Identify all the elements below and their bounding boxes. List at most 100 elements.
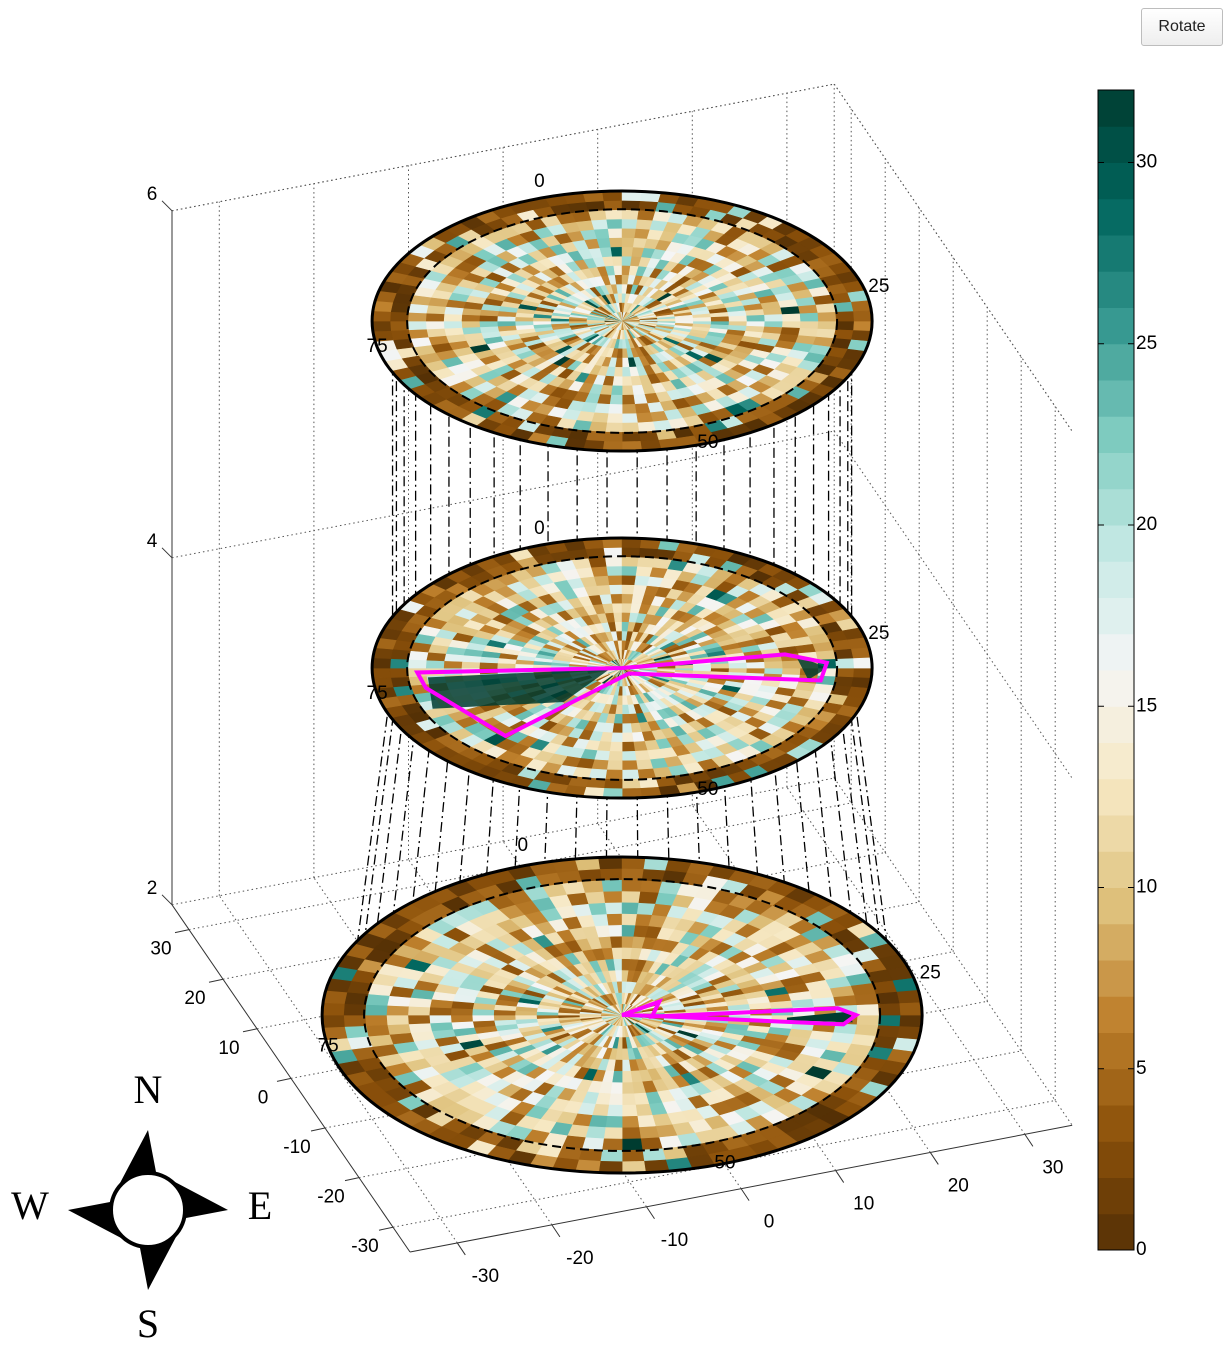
disk-cell bbox=[390, 659, 409, 668]
disk-cell bbox=[813, 997, 836, 1007]
colorbar-block bbox=[1098, 1105, 1134, 1142]
colorbar-tick-label: 20 bbox=[1136, 514, 1157, 535]
disk-cell bbox=[494, 1015, 516, 1020]
disk-cell bbox=[322, 1003, 344, 1015]
disk-cell bbox=[444, 661, 462, 668]
disk-cell bbox=[876, 1026, 900, 1038]
colorbar-block bbox=[1098, 271, 1134, 308]
colorbar-tick-label: 30 bbox=[1136, 152, 1157, 173]
y-tick-label: -10 bbox=[283, 1137, 310, 1158]
colorbar-block bbox=[1098, 1214, 1134, 1251]
disk-cell bbox=[746, 309, 765, 316]
disk-cell bbox=[638, 557, 656, 567]
colorbar-block bbox=[1098, 1069, 1134, 1106]
disk-cell bbox=[813, 642, 834, 652]
disk-cell bbox=[798, 305, 817, 314]
disk-cell bbox=[609, 925, 622, 937]
disk-cell bbox=[480, 326, 499, 333]
disk-cell bbox=[614, 612, 622, 621]
y-tick bbox=[277, 1078, 291, 1081]
disk-cell bbox=[589, 557, 607, 567]
z-tick bbox=[162, 201, 172, 211]
disk-cell bbox=[408, 1015, 430, 1024]
disk-cell bbox=[390, 321, 409, 330]
disk-cell bbox=[461, 314, 479, 321]
disk-cell bbox=[444, 321, 462, 328]
disk-cell bbox=[604, 891, 622, 903]
disk-cell bbox=[391, 677, 411, 687]
disk-cell bbox=[622, 386, 633, 395]
disk-cell bbox=[641, 880, 663, 892]
y-tick bbox=[345, 1178, 359, 1181]
disk-cell bbox=[622, 367, 630, 376]
y-tick-label: -20 bbox=[317, 1187, 344, 1208]
disk-cell bbox=[622, 705, 629, 714]
disk-cell bbox=[386, 1005, 408, 1015]
x-tick-label: 30 bbox=[1042, 1157, 1063, 1178]
ring-label: 25 bbox=[920, 963, 941, 984]
y-tick bbox=[379, 1227, 393, 1230]
disk-cell bbox=[472, 1015, 494, 1021]
ring-label: 75 bbox=[367, 336, 388, 357]
disk-cell bbox=[729, 316, 747, 321]
disk-cell bbox=[693, 664, 711, 668]
ring-label: 75 bbox=[318, 1035, 339, 1056]
colorbar-block bbox=[1098, 634, 1134, 671]
ring-label: 25 bbox=[868, 276, 889, 297]
disk-cell bbox=[878, 1004, 900, 1016]
disk-cell bbox=[641, 1138, 663, 1150]
disk-cell bbox=[608, 228, 622, 238]
disk-cell bbox=[900, 1015, 922, 1027]
disk-cell bbox=[636, 413, 653, 423]
disk-cell bbox=[429, 1007, 451, 1015]
y-tick-label: -30 bbox=[351, 1236, 378, 1257]
y-tick bbox=[175, 930, 189, 933]
disk-cell bbox=[594, 228, 609, 238]
disk-cell bbox=[408, 1023, 431, 1033]
colorbar-block bbox=[1098, 779, 1134, 816]
colorbar-block bbox=[1098, 815, 1134, 852]
disk-cell bbox=[622, 1105, 637, 1117]
disk-cell bbox=[372, 668, 391, 678]
disk-cell bbox=[615, 622, 622, 631]
disk-cell bbox=[622, 913, 637, 925]
disk-cell bbox=[344, 1015, 366, 1027]
x-tick bbox=[647, 1207, 655, 1219]
disk-cell bbox=[322, 1015, 344, 1027]
disk-cell bbox=[622, 714, 630, 723]
disk-cell bbox=[607, 761, 622, 771]
disk-cell bbox=[609, 237, 622, 247]
disk-cell bbox=[426, 321, 444, 329]
colorbar-block bbox=[1098, 199, 1134, 236]
colorbar-block bbox=[1098, 416, 1134, 453]
disk-cell bbox=[800, 313, 818, 321]
disk-cell bbox=[461, 661, 479, 668]
disk-cell bbox=[605, 1116, 622, 1128]
colorbar-block bbox=[1098, 1141, 1134, 1178]
disk-cell bbox=[638, 422, 656, 432]
compass-east: E bbox=[248, 1183, 272, 1228]
z-tick bbox=[162, 895, 172, 905]
disk-cell bbox=[372, 658, 391, 668]
disk-cell bbox=[607, 219, 622, 229]
disk-cell bbox=[569, 321, 587, 323]
disk-cell bbox=[614, 959, 622, 970]
disk-cell bbox=[747, 315, 765, 321]
disk-cell bbox=[591, 219, 608, 229]
disk-cell bbox=[451, 1021, 474, 1029]
ring-label: 50 bbox=[697, 432, 718, 453]
disk-cell bbox=[622, 925, 635, 937]
y-tick-label: 0 bbox=[258, 1087, 269, 1108]
disk-cell bbox=[676, 318, 694, 321]
disk-cell bbox=[610, 936, 622, 947]
disk-cell bbox=[372, 321, 391, 331]
disk-cell bbox=[592, 914, 609, 926]
disk-cell bbox=[636, 760, 653, 770]
colorbar-block bbox=[1098, 235, 1134, 272]
x-tick bbox=[552, 1225, 560, 1237]
colorbar-block bbox=[1098, 1033, 1134, 1070]
disk-cell bbox=[770, 1001, 793, 1009]
disk-cell bbox=[497, 321, 515, 326]
disk-cell bbox=[622, 575, 636, 585]
disk-cell bbox=[836, 668, 855, 677]
